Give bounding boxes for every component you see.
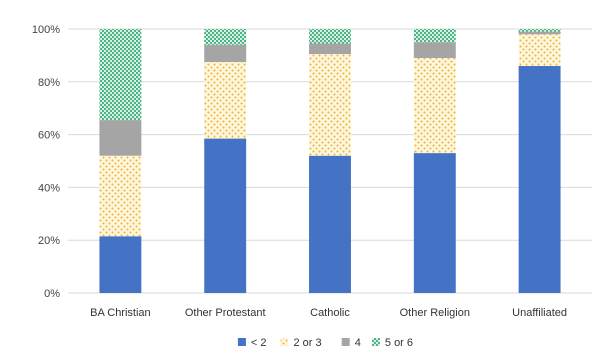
bar-segment-1	[204, 138, 247, 293]
bar-segment-2	[413, 58, 456, 154]
bar-segment-1	[518, 65, 561, 294]
legend-swatch	[371, 338, 380, 346]
legend-item: 4	[341, 337, 361, 349]
legend-label: 5 or 6	[385, 337, 413, 349]
legend-label: 4	[355, 337, 361, 349]
bar-segment-2	[309, 54, 351, 156]
legend-label: 2 or 3	[294, 337, 322, 349]
legend-item: 2 or 3	[280, 337, 322, 349]
bar-segment-4	[413, 29, 456, 43]
y-axis-ticks: 0% 20% 40% 60% 80% 100%	[32, 24, 60, 300]
bar-segment-4	[518, 29, 561, 32]
x-category-label: Other Religion	[400, 307, 470, 319]
bar-segment-3	[204, 44, 247, 62]
bar-segment-2	[518, 34, 561, 66]
x-category-label: Other Protestant	[185, 307, 266, 319]
legend-swatch	[237, 338, 246, 346]
x-axis-labels: BA Christian Other Protestant Catholic Othe…	[90, 307, 567, 319]
x-category-label: Catholic	[310, 307, 350, 319]
x-category-label: BA Christian	[90, 307, 151, 319]
bar-segment-4	[99, 29, 142, 121]
legend-swatch	[280, 338, 289, 346]
legend-swatch	[341, 338, 350, 346]
legend: < 2 2 or 3 4 5 or 6	[237, 337, 413, 349]
x-category-label: Unaffiliated	[512, 307, 567, 319]
y-tick-label: 0%	[44, 288, 60, 300]
legend-item: < 2	[237, 337, 267, 349]
bar-segment-3	[99, 120, 142, 156]
bar-segment-2	[204, 62, 247, 139]
y-tick-label: 40%	[38, 182, 60, 194]
bar-segment-1	[99, 236, 142, 293]
y-tick-label: 100%	[32, 24, 60, 36]
y-tick-label: 20%	[38, 235, 60, 247]
bar-segment-4	[204, 29, 247, 45]
bars	[99, 29, 561, 294]
bar-segment-2	[99, 155, 142, 237]
y-tick-label: 60%	[38, 130, 60, 142]
bar-segment-3	[309, 43, 351, 55]
bar-segment-1	[413, 153, 456, 293]
legend-item: 5 or 6	[371, 337, 413, 349]
bar-segment-4	[309, 29, 351, 44]
y-tick-label: 80%	[38, 77, 60, 89]
bar-segment-1	[309, 155, 351, 293]
bar-segment-3	[518, 31, 561, 35]
bar-segment-3	[413, 42, 456, 59]
legend-label: < 2	[251, 337, 267, 349]
